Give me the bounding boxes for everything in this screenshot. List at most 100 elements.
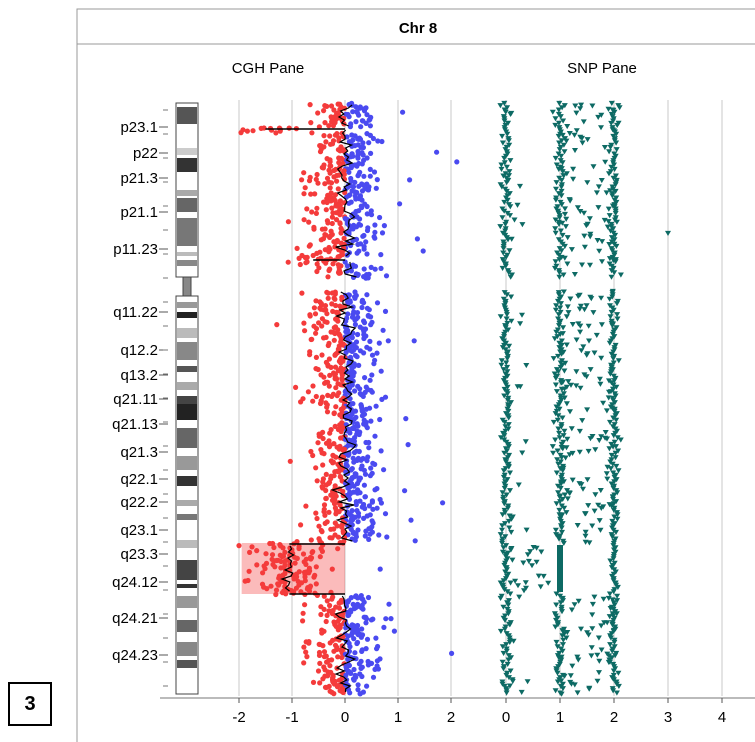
snp-point xyxy=(612,455,619,461)
cgh-point xyxy=(372,433,378,439)
snp-point xyxy=(589,612,596,618)
snp-point xyxy=(507,274,514,280)
snp-point xyxy=(561,428,568,434)
cgh-point xyxy=(359,648,365,655)
snp-point xyxy=(506,675,512,681)
cgh-point xyxy=(363,275,369,281)
snp-point xyxy=(568,426,575,432)
cgh-point xyxy=(308,556,314,562)
cgh-point xyxy=(320,643,326,649)
cgh-point xyxy=(326,356,332,362)
panel-label: 3 xyxy=(8,682,52,726)
cgh-point xyxy=(369,389,375,395)
snp-point xyxy=(571,132,578,138)
snp-point xyxy=(499,140,506,146)
cgh-point xyxy=(324,612,330,619)
cgh-point xyxy=(316,124,322,130)
cgh-point xyxy=(254,562,260,568)
snp-point xyxy=(567,673,574,679)
cgh-point xyxy=(286,125,292,131)
snp-point xyxy=(608,452,615,458)
snp-point xyxy=(557,499,564,505)
cgh-point xyxy=(335,318,341,324)
cgh-point xyxy=(336,160,342,166)
snp-point xyxy=(563,138,570,144)
cgh-point xyxy=(358,124,364,130)
snp-point xyxy=(556,274,563,280)
cgh-point xyxy=(345,311,351,317)
snp-point xyxy=(614,584,621,590)
cgh-point xyxy=(352,537,358,543)
snp-point xyxy=(499,549,506,555)
cgh-point xyxy=(381,624,387,631)
band-label-q23-3: q23.3 xyxy=(120,546,158,563)
cgh-point xyxy=(355,423,361,429)
ideogram-band xyxy=(177,148,197,155)
snp-point xyxy=(558,678,565,684)
snp-point xyxy=(505,237,511,243)
cgh-point xyxy=(298,399,304,405)
snp-point xyxy=(506,248,513,254)
snp-point xyxy=(574,690,581,696)
band-label-p11-23: p11.23 xyxy=(113,241,158,258)
cgh-point xyxy=(325,342,331,349)
snp-point xyxy=(608,100,615,106)
cgh-point xyxy=(361,350,367,356)
cgh-point xyxy=(296,255,302,261)
cgh-point xyxy=(354,490,361,496)
cgh-point xyxy=(268,583,274,589)
snp-point xyxy=(615,468,622,474)
cgh-point xyxy=(319,548,325,555)
snp-point xyxy=(522,580,529,586)
snp-point xyxy=(610,175,617,181)
snp-point xyxy=(498,166,505,172)
ideogram-band xyxy=(177,642,197,656)
snp-point xyxy=(499,540,506,546)
cgh-point xyxy=(324,319,330,325)
cgh-point xyxy=(323,260,329,266)
snp-point xyxy=(609,648,616,654)
snp-point xyxy=(589,434,596,440)
snp-point xyxy=(572,148,578,154)
cgh-point xyxy=(297,261,303,268)
snp-point xyxy=(498,435,504,441)
snp-point xyxy=(577,303,584,309)
cgh-point xyxy=(368,150,374,156)
snp-point xyxy=(504,197,511,203)
cgh-point xyxy=(327,234,333,240)
ideogram-band xyxy=(177,404,197,420)
snp-point xyxy=(586,685,593,691)
snp-point xyxy=(577,106,584,112)
snp-point xyxy=(575,598,582,604)
snp-point xyxy=(610,496,617,502)
cgh-point xyxy=(296,545,302,552)
cgh-point xyxy=(350,226,356,232)
cgh-point xyxy=(327,663,333,669)
snp-point xyxy=(502,521,508,527)
cgh-point xyxy=(361,482,367,488)
cgh-point xyxy=(331,174,337,180)
snp-point xyxy=(501,160,508,166)
ideogram-band xyxy=(177,312,197,318)
cgh-point xyxy=(315,180,321,186)
snp-point xyxy=(506,518,512,524)
cgh-point xyxy=(312,191,318,197)
snp-point xyxy=(570,176,577,182)
snp-point xyxy=(598,355,605,361)
cgh-point xyxy=(331,501,338,507)
snp-point xyxy=(612,210,619,216)
cgh-point xyxy=(336,677,342,683)
cgh-point xyxy=(352,179,358,185)
cgh-point xyxy=(272,564,278,570)
cgh-point xyxy=(335,654,341,660)
cgh-point xyxy=(364,425,370,431)
chromosome-ideogram xyxy=(175,102,199,695)
cgh-point xyxy=(298,522,304,528)
snp-point xyxy=(609,288,616,294)
cgh-point xyxy=(366,117,372,123)
snp-point xyxy=(560,118,567,124)
cgh-point xyxy=(310,452,316,459)
cgh-point xyxy=(308,448,314,455)
snp-point xyxy=(504,312,510,318)
cgh-point xyxy=(362,389,368,395)
